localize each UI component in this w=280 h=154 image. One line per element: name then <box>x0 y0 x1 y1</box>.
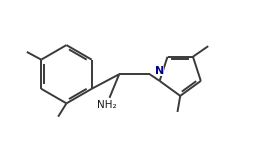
Text: N: N <box>155 66 164 76</box>
Text: NH₂: NH₂ <box>97 100 117 110</box>
